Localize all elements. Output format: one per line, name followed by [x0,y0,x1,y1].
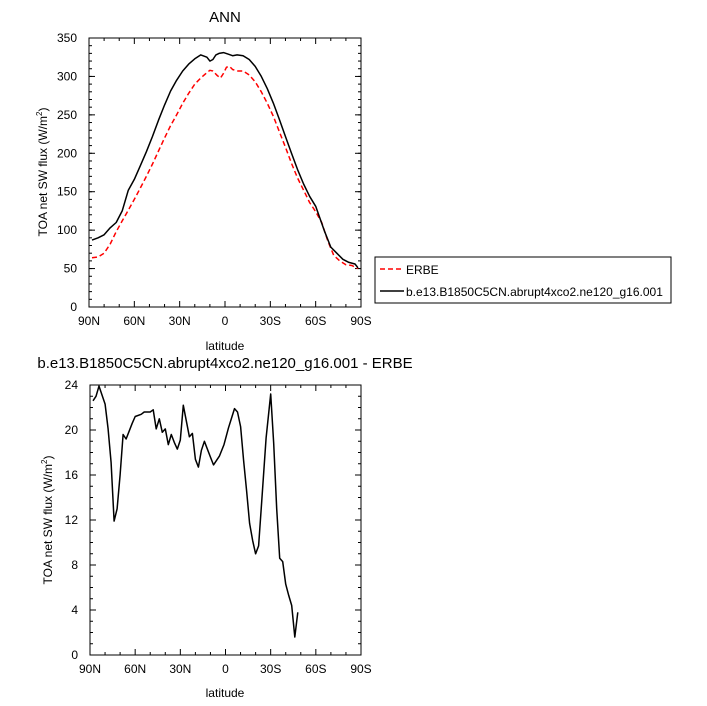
top-y-label-main: TOA net SW flux (W/m [36,116,50,236]
bottom-x-axis-label: latitude [206,686,245,700]
bottom-x-tick-label: 30S [260,662,281,676]
top-x-tick-label: 90S [350,314,371,328]
bottom-series-group [92,385,299,638]
top-plot-frame [88,37,362,308]
bottom-y-label-close: ) [41,456,55,460]
bottom-y-tick-label: 16 [65,468,79,482]
top-series-line-1 [91,51,359,269]
legend: ERBE b.e13.B1850C5CN.abrupt4xco2.ne120_g… [374,256,672,304]
bottom-x-tick-label: 90S [350,662,371,676]
bottom-y-tick-label: 20 [65,423,79,437]
bottom-axis-ticks: 90N 60N 30N 0 30S 60S 90S 0 4 8 12 16 20 24 [65,378,372,676]
bottom-y-tick-label: 12 [65,513,79,527]
bottom-series-line-0 [92,385,299,638]
top-series-group [91,51,359,270]
bottom-x-tick-label: 0 [222,662,229,676]
bottom-y-label-main: TOA net SW flux (W/m [41,464,55,584]
top-x-tick-label: 60S [305,314,326,328]
bottom-y-axis-label: TOA net SW flux (W/m2) [40,456,55,585]
bottom-x-tick-label: 90N [79,662,101,676]
bottom-x-tick-label: 60N [124,662,146,676]
top-y-tick-label: 50 [64,262,78,276]
bottom-x-tick-label: 30N [169,662,191,676]
bottom-y-tick-label: 24 [65,378,79,392]
top-y-tick-label: 350 [57,31,77,45]
top-axis-ticks: 90N 60N 30N 0 30S 60S 90S 0 50 100 150 200 250 300 350 [57,31,372,328]
bottom-plot-frame [89,384,362,656]
top-y-tick-label: 300 [57,69,77,83]
top-y-tick-label: 100 [57,223,77,237]
top-y-tick-label: 200 [57,146,77,160]
bottom-y-tick-label: 4 [71,603,78,617]
top-x-tick-label: 30S [260,314,281,328]
top-x-tick-label: 0 [222,314,229,328]
bottom-chart-title: b.e13.B1850C5CN.abrupt4xco2.ne120_g16.00… [37,355,412,372]
bottom-y-tick-label: 0 [71,648,78,662]
top-y-tick-label: 150 [57,185,77,199]
top-y-label-superscript: 2 [35,111,44,116]
bottom-y-tick-label: 8 [71,558,78,572]
top-series-line-0 [91,65,359,270]
top-y-tick-label: 0 [70,300,77,314]
legend-label-model: b.e13.B1850C5CN.abrupt4xco2.ne120_g16.00… [406,285,663,299]
legend-box [374,256,672,304]
top-chart-panel: 90N 60N 30N 0 30S 60S 90S 0 50 100 150 200 250 300 350… [35,9,672,353]
top-y-tick-label: 250 [57,108,77,122]
legend-label-erbe: ERBE [406,263,439,277]
top-y-axis-label: TOA net SW flux (W/m2) [35,108,50,237]
top-x-tick-label: 30N [169,314,191,328]
top-x-tick-label: 90N [78,314,100,328]
top-x-axis-label: latitude [206,339,245,353]
bottom-x-tick-label: 60S [305,662,326,676]
top-chart-title: ANN [209,9,241,26]
top-y-label-close: ) [36,108,50,112]
bottom-chart-panel: 90N 60N 30N 0 30S 60S 90S 0 4 8 12 16 20 24 b.e13.B18… [37,355,412,700]
top-x-tick-label: 60N [123,314,145,328]
bottom-y-label-superscript: 2 [40,459,49,464]
